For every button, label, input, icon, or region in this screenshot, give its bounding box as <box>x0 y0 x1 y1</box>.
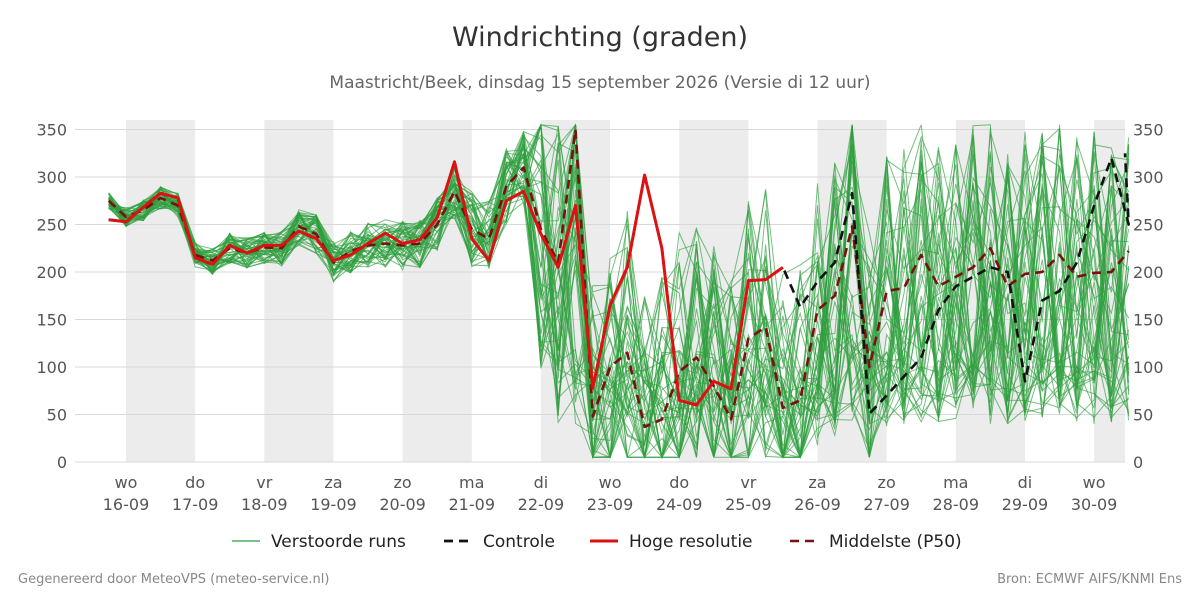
x-tick-date: 25-09 <box>725 495 772 514</box>
ensemble-run-line <box>108 131 1130 458</box>
x-tick-day: zo <box>394 473 412 492</box>
y-tick-label-right: 300 <box>1133 168 1164 187</box>
x-tick-date: 20-09 <box>379 495 426 514</box>
y-tick-label-right: 200 <box>1133 263 1164 282</box>
y-tick-label-left: 350 <box>36 121 67 140</box>
x-tick-date: 19-09 <box>310 495 357 514</box>
y-tick-label-left: 100 <box>36 358 67 377</box>
y-tick-label-left: 150 <box>36 311 67 330</box>
x-tick-day: ma <box>459 473 484 492</box>
x-tick-day: zo <box>878 473 896 492</box>
x-tick-date: 30-09 <box>1071 495 1118 514</box>
x-tick-date: 17-09 <box>172 495 219 514</box>
x-tick-day: za <box>324 473 342 492</box>
legend: Verstoorde runs Controle Hoge resolutie Mid… <box>232 532 962 552</box>
y-tick-label-left: 50 <box>47 406 67 425</box>
x-tick-day: wo <box>599 473 622 492</box>
y-tick-label-right: 250 <box>1133 216 1164 235</box>
y-tick-label-left: 250 <box>36 216 67 235</box>
footer-source: Bron: ECMWF AIFS/KNMI Ens <box>997 572 1182 587</box>
series-line-hoge-resolutie <box>108 160 784 407</box>
y-tick-label-right: 100 <box>1133 358 1164 377</box>
x-tick-day: vr <box>740 473 756 492</box>
ensemble-run-line <box>108 159 1130 460</box>
x-tick-date: 24-09 <box>656 495 703 514</box>
ensemble-run-line <box>108 131 1130 458</box>
x-tick-day: ma <box>943 473 968 492</box>
x-tick-date: 28-09 <box>933 495 980 514</box>
legend-label: Hoge resolutie <box>629 532 753 552</box>
legend-label: Middelste (P50) <box>829 532 962 552</box>
ensemble-run-line <box>108 124 1130 458</box>
ensemble-run-line <box>108 124 1130 459</box>
x-tick-date: 16-09 <box>103 495 150 514</box>
ensemble-run-line <box>108 124 1130 458</box>
x-tick-day: do <box>669 473 689 492</box>
day-band <box>126 120 196 462</box>
x-tick-day: di <box>534 473 549 492</box>
ensemble-runs <box>108 123 1130 460</box>
footer-generator: Gegenereerd door MeteoVPS (meteo-service… <box>18 572 330 587</box>
x-tick-date: 21-09 <box>449 495 496 514</box>
y-tick-label-left: 200 <box>36 263 67 282</box>
x-tick-date: 23-09 <box>587 495 634 514</box>
x-tick-day: do <box>185 473 205 492</box>
y-tick-label-right: 50 <box>1133 406 1153 425</box>
chart-subtitle: Maastricht/Beek, dinsdag 15 september 20… <box>329 73 871 93</box>
x-tick-date: 27-09 <box>863 495 910 514</box>
x-tick-date: 18-09 <box>241 495 288 514</box>
day-band <box>402 120 472 462</box>
y-axis: 0 0 50 50 100 100 150 150 200 200 250 250 300 300 350 3… <box>36 121 1163 473</box>
x-tick-day: wo <box>1083 473 1106 492</box>
legend-label: Verstoorde runs <box>271 532 406 552</box>
y-tick-label-left: 0 <box>57 453 67 472</box>
x-tick-day: vr <box>256 473 272 492</box>
x-tick-date: 29-09 <box>1002 495 1049 514</box>
ensemble-run-line <box>108 141 1130 459</box>
legend-label: Controle <box>483 532 555 552</box>
chart-title: Windrichting (graden) <box>451 22 749 53</box>
ensemble-run-line <box>108 131 1130 458</box>
y-tick-label-left: 300 <box>36 168 67 187</box>
x-tick-day: wo <box>115 473 138 492</box>
y-tick-label-right: 0 <box>1133 453 1143 472</box>
x-tick-date: 26-09 <box>794 495 841 514</box>
x-tick-date: 22-09 <box>518 495 565 514</box>
main-series <box>107 128 1130 429</box>
series-line-middelste-p50 <box>107 128 1130 429</box>
y-tick-label-right: 150 <box>1133 311 1164 330</box>
x-axis: wo 16-09 do 17-09 vr 18-09 za 19-09 zo 20-09 ma 21-… <box>103 473 1118 514</box>
day-band <box>264 120 334 462</box>
ensemble-run-line <box>108 124 1129 458</box>
x-tick-day: di <box>1018 473 1033 492</box>
x-tick-day: za <box>808 473 826 492</box>
y-tick-label-right: 350 <box>1133 121 1164 140</box>
